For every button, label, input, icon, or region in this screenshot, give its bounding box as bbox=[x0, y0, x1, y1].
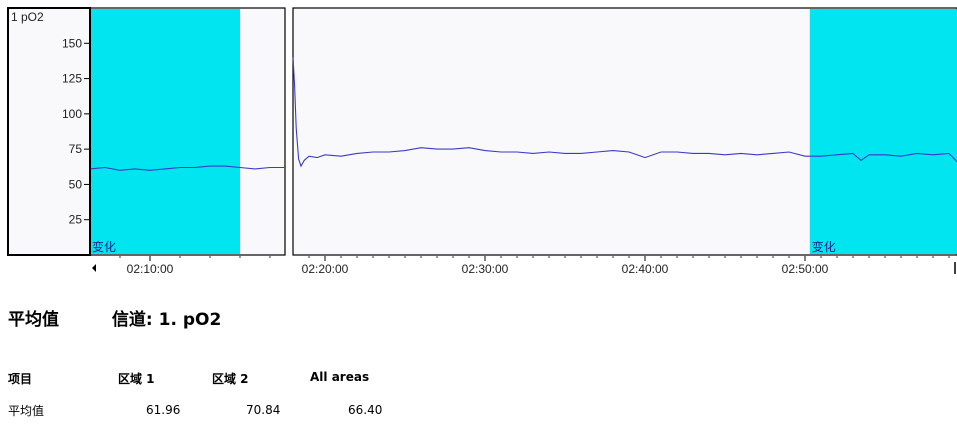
left-panel[interactable]: 变化 bbox=[90, 8, 285, 255]
x-tick-label: 02:40:00 bbox=[622, 262, 669, 276]
pO2-trend-chart: 变化 变化 1 pO2 150 125 100 75 50 25 02:10:00 02:20… bbox=[0, 0, 957, 290]
header-item: 项目 bbox=[8, 370, 118, 400]
row-label: 平均值 bbox=[8, 400, 118, 420]
header-all-areas: All areas bbox=[310, 370, 410, 400]
header-area-2: 区域 2 bbox=[212, 370, 310, 400]
right-highlight-region[interactable] bbox=[810, 9, 957, 254]
right-highlight-label: 变化 bbox=[812, 239, 836, 254]
stats-title-channel: 信道: 1. pO2 bbox=[112, 305, 221, 330]
y-axis-box: 1 pO2 150 125 100 75 50 25 bbox=[8, 8, 90, 255]
x-tick-label: 02:30:00 bbox=[462, 262, 509, 276]
right-panel[interactable]: 变化 bbox=[293, 8, 957, 255]
header-area-1: 区域 1 bbox=[118, 370, 212, 400]
x-tick-label: 02:20:00 bbox=[302, 262, 349, 276]
x-tick-label: 02:50:00 bbox=[782, 262, 829, 276]
y-tick-label: 125 bbox=[62, 72, 82, 86]
y-tick-label: 150 bbox=[62, 36, 82, 50]
channel-label: 1 pO2 bbox=[11, 10, 44, 24]
value-all-areas: 66.40 bbox=[348, 403, 410, 417]
left-highlight-label: 变化 bbox=[92, 239, 116, 254]
stats-row-mean: 平均值 61.96 70.84 66.40 bbox=[8, 400, 410, 420]
y-tick-label: 100 bbox=[62, 107, 82, 121]
stats-title-metric: 平均值 bbox=[8, 305, 106, 330]
stats-table: 项目 区域 1 区域 2 All areas 平均值 61.96 70.84 6… bbox=[8, 370, 410, 420]
x-tick-label: 02:10:00 bbox=[127, 262, 174, 276]
stats-title: 平均值 信道: 1. pO2 bbox=[8, 305, 221, 330]
value-area-2: 70.84 bbox=[246, 403, 310, 417]
y-tick-label: 75 bbox=[69, 142, 83, 156]
y-tick-label: 25 bbox=[69, 213, 83, 227]
y-tick-label: 50 bbox=[69, 177, 83, 191]
left-highlight-region[interactable] bbox=[90, 9, 240, 254]
value-area-1: 61.96 bbox=[146, 403, 212, 417]
stats-header-row: 项目 区域 1 区域 2 All areas bbox=[8, 370, 410, 400]
